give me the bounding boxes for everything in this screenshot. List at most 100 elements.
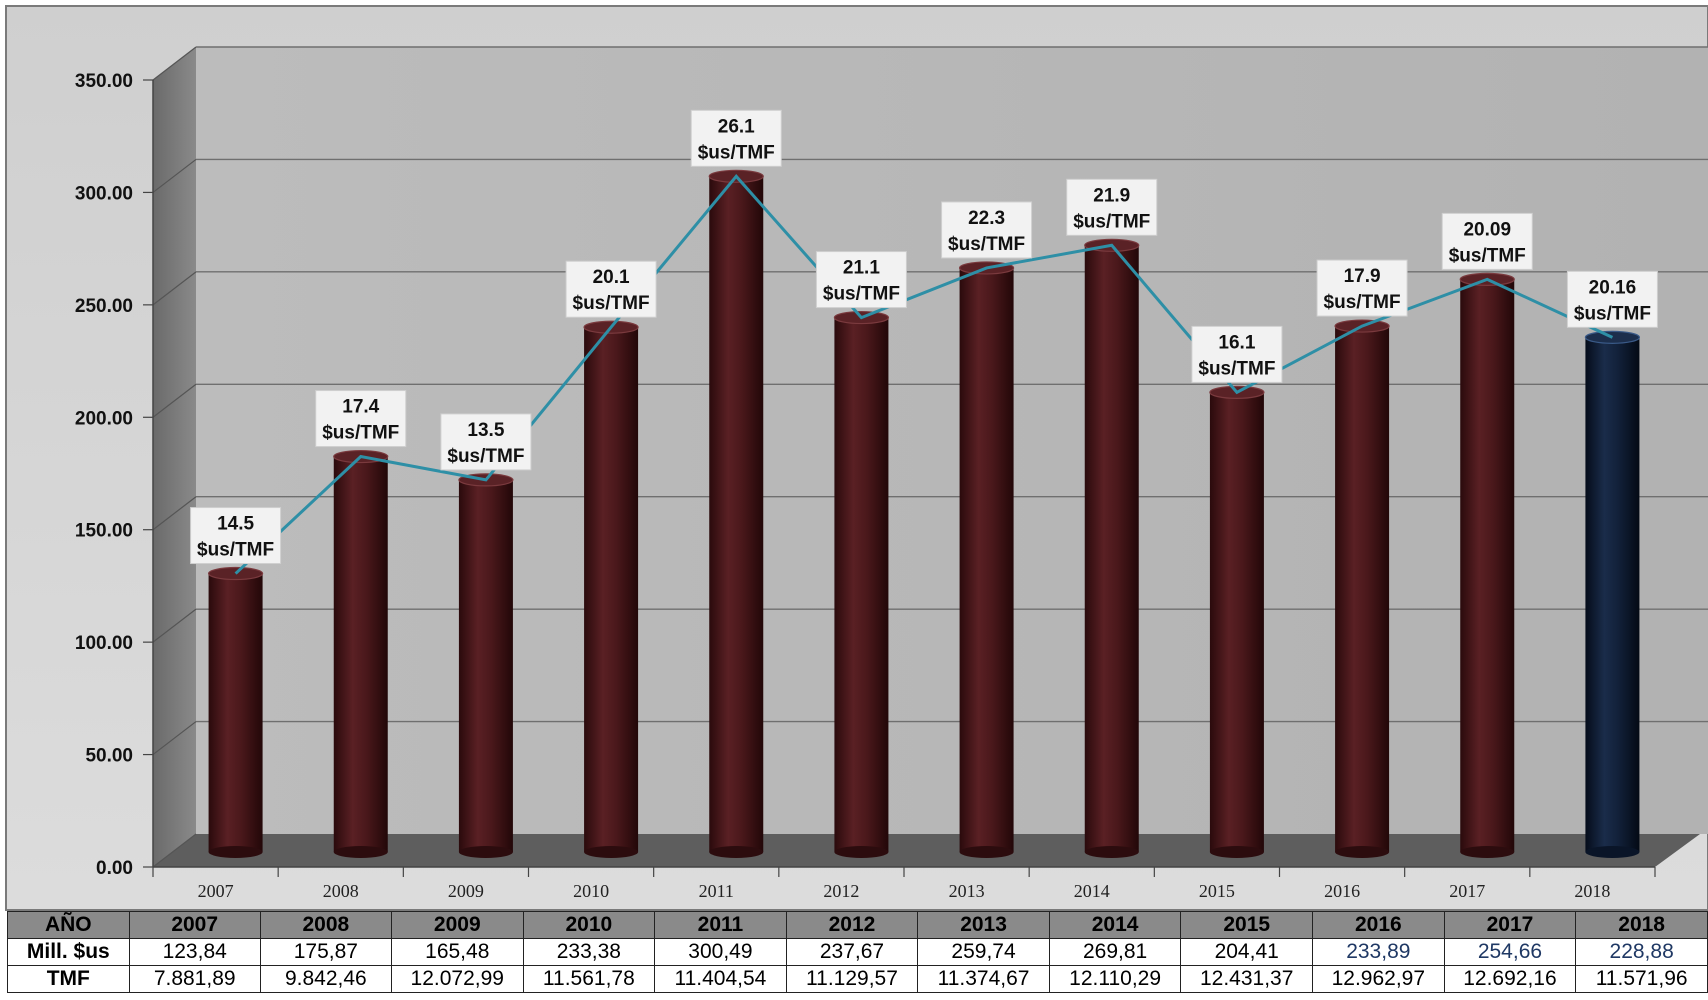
x-tick-label: 2008 xyxy=(323,881,359,901)
data-table: AÑO 2007 2008 2009 2010 2011 2012 2013 2014 2015 2… xyxy=(7,911,1708,993)
data-label: 14.5 $us/TMF xyxy=(190,507,282,565)
data-label: 26.1 $us/TMF xyxy=(690,109,782,167)
table-row: TMF 7.881,89 9.842,46 12.072,99 11.561,78 11.… xyxy=(7,965,1708,993)
data-label-value: 20.09 xyxy=(1463,219,1511,240)
table-cell: 12.072,99 xyxy=(390,965,524,993)
table-cell: 12.962,97 xyxy=(1312,965,1445,993)
x-tick-label: 2016 xyxy=(1324,881,1360,901)
y-tick-label: 50.00 xyxy=(85,746,133,767)
gridline-side xyxy=(152,158,197,193)
data-label: 20.09 $us/TMF xyxy=(1441,212,1533,270)
data-label: 17.4 $us/TMF xyxy=(315,390,407,448)
gridline-side xyxy=(152,608,197,643)
bar xyxy=(958,261,1015,858)
table-year-cell: 2007 xyxy=(128,911,261,939)
data-label-unit: $us/TMF xyxy=(322,423,399,444)
table-cell: 254,66 xyxy=(1443,938,1577,966)
gridlines xyxy=(152,46,1708,868)
table-cell: 9.842,46 xyxy=(259,965,392,993)
data-label: 22.3 $us/TMF xyxy=(941,201,1033,259)
data-label-value: 21.1 xyxy=(843,258,880,279)
data-label-value: 14.5 xyxy=(217,514,254,535)
bar xyxy=(1584,330,1641,858)
table-row: Mill. $us 123,84 175,87 165,48 233,38 300,49 2… xyxy=(7,938,1708,966)
gridline-side xyxy=(152,383,197,418)
bar xyxy=(708,169,764,858)
x-tick-label: 2014 xyxy=(1074,881,1110,901)
bar xyxy=(1209,385,1265,858)
table-year-cell: 2013 xyxy=(917,911,1050,939)
data-label-value: 22.3 xyxy=(968,208,1005,229)
plot-floor xyxy=(153,834,1700,867)
table-cell: 7.881,89 xyxy=(128,965,261,993)
bar xyxy=(833,310,890,858)
x-tick-label: 2007 xyxy=(198,881,234,901)
table-cell: 165,48 xyxy=(390,938,524,966)
y-axis: 0.00 50.00 100.00 150.00 200.00 250.00 300.00 3… xyxy=(75,71,154,879)
data-label: 21.9 $us/TMF xyxy=(1066,178,1158,236)
x-tick-label: 2013 xyxy=(949,881,985,901)
bar xyxy=(1459,272,1515,858)
y-tick-label: 350.00 xyxy=(75,71,133,92)
x-tick-label: 2012 xyxy=(823,881,859,901)
gridline-side xyxy=(152,46,197,81)
data-label-value: 26.1 xyxy=(718,116,755,137)
data-label-value: 20.16 xyxy=(1589,277,1637,298)
x-tick-label: 2018 xyxy=(1574,881,1610,901)
table-year-cell: 2010 xyxy=(522,911,656,939)
data-label: 20.1 $us/TMF xyxy=(565,260,657,318)
data-label-value: 17.4 xyxy=(342,397,379,418)
table-year-cell: 2014 xyxy=(1048,911,1182,939)
trend-line-path xyxy=(234,174,1614,575)
data-label-value: 16.1 xyxy=(1218,332,1255,353)
x-tick-label: 2009 xyxy=(448,881,484,901)
table-cell: 11.129,57 xyxy=(785,965,919,993)
x-tick-label: 2015 xyxy=(1199,881,1235,901)
table-cell: 11.571,96 xyxy=(1575,965,1708,993)
table-row-label: Mill. $us xyxy=(7,938,130,966)
gridline-side xyxy=(152,721,197,756)
trend-line xyxy=(234,174,1614,575)
data-label-value: 21.9 xyxy=(1093,185,1130,206)
data-label-value: 17.9 xyxy=(1344,266,1381,287)
table-cell: 300,49 xyxy=(654,938,787,966)
table-header-row: AÑO 2007 2008 2009 2010 2011 2012 2013 2014 2015 2… xyxy=(7,911,1708,939)
table-cell: 12.110,29 xyxy=(1048,965,1182,993)
bar xyxy=(583,320,639,858)
table-year-cell: 2015 xyxy=(1180,911,1314,939)
data-label-unit: $us/TMF xyxy=(1449,245,1526,266)
data-label-unit: $us/TMF xyxy=(447,446,524,467)
table-cell: 204,41 xyxy=(1180,938,1314,966)
table-cell: 12.431,37 xyxy=(1180,965,1314,993)
data-label-value: 13.5 xyxy=(467,420,504,441)
table-cell: 237,67 xyxy=(785,938,919,966)
bar xyxy=(207,566,264,858)
table-row-label: TMF xyxy=(7,965,130,993)
table-cell: 233,38 xyxy=(522,938,656,966)
table-cell: 228,88 xyxy=(1575,938,1708,966)
data-label-unit: $us/TMF xyxy=(573,293,650,314)
table-year-cell: 2008 xyxy=(259,911,392,939)
table-year-cell: 2011 xyxy=(654,911,787,939)
data-label: 20.16 $us/TMF xyxy=(1566,270,1658,328)
data-label-unit: $us/TMF xyxy=(1324,292,1401,313)
bar xyxy=(1334,319,1390,858)
x-tick-label: 2010 xyxy=(573,881,609,901)
table-year-cell: 2012 xyxy=(785,911,919,939)
y-tick-label: 200.00 xyxy=(75,408,133,429)
gridline-side xyxy=(152,833,197,868)
table-year-cell: 2016 xyxy=(1312,911,1445,939)
y-tick-label: 300.00 xyxy=(75,183,133,204)
data-label: 17.9 $us/TMF xyxy=(1316,259,1408,317)
x-tick-label: 2017 xyxy=(1449,881,1485,901)
plot-side-wall xyxy=(153,47,196,867)
table-year-cell: 2018 xyxy=(1575,911,1708,939)
table-header-label: AÑO xyxy=(7,911,130,939)
table-cell: 175,87 xyxy=(259,938,392,966)
bar xyxy=(458,473,514,858)
data-label-unit: $us/TMF xyxy=(948,234,1025,255)
table-year-cell: 2017 xyxy=(1443,911,1577,939)
table-cell: 233,89 xyxy=(1312,938,1445,966)
table-cell: 123,84 xyxy=(128,938,261,966)
